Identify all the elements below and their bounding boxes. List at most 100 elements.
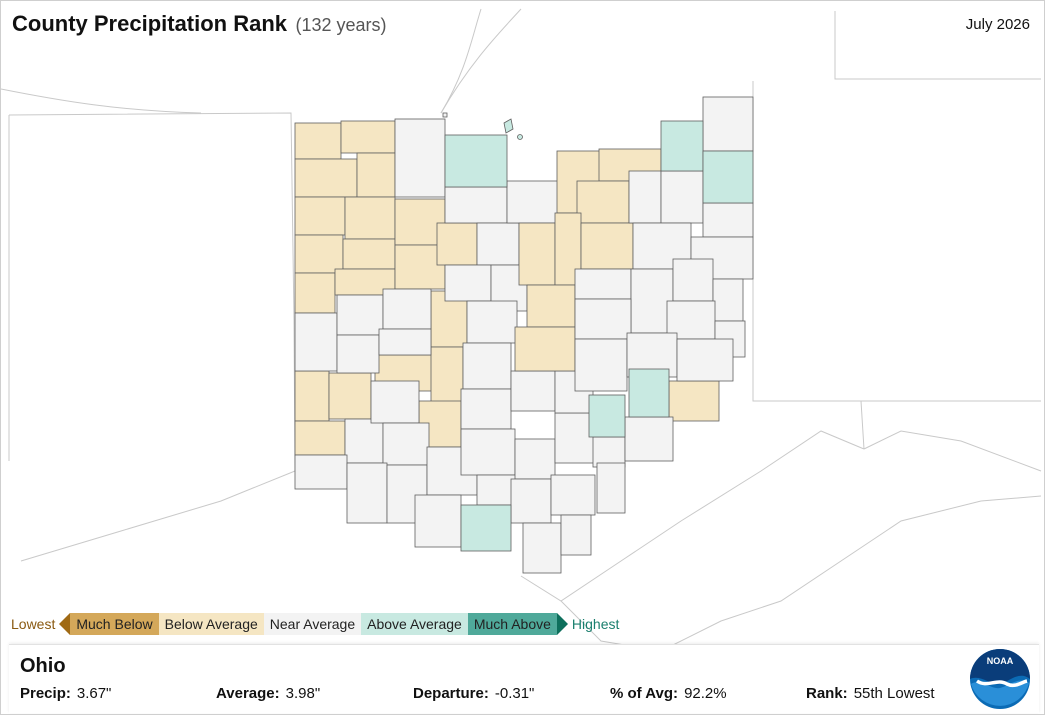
county-mercer bbox=[294, 272, 336, 314]
county-franklin bbox=[462, 342, 512, 390]
county-knox bbox=[526, 284, 576, 328]
rank-value: 55th Lowest bbox=[853, 685, 935, 702]
county-fairfield bbox=[510, 370, 556, 412]
county-portage bbox=[628, 170, 662, 224]
county-shelby bbox=[336, 294, 384, 336]
michigan-border-b bbox=[440, 8, 522, 114]
county-carroll bbox=[672, 258, 714, 302]
county-darke bbox=[294, 312, 338, 372]
lake-shore bbox=[440, 8, 482, 114]
map-date: July 2026 bbox=[965, 16, 1030, 33]
island-north-bass bbox=[503, 118, 514, 134]
precip-value: 3.67" bbox=[76, 685, 112, 702]
kentucky-border bbox=[20, 470, 296, 562]
county-van-wert bbox=[294, 234, 344, 274]
county-medina bbox=[576, 180, 630, 224]
virginia-border bbox=[560, 495, 1042, 652]
title-group: County Precipitation Rank (132 years) bbox=[12, 11, 387, 37]
county-meigs-e bbox=[596, 462, 626, 514]
rank-stat: Rank: 55th Lowest bbox=[806, 685, 935, 702]
county-belmont bbox=[676, 338, 734, 382]
info-panel: Ohio Precip: 3.67" Average: 3.98" Departur… bbox=[9, 644, 1039, 713]
legend-much-below: Much Below bbox=[70, 613, 159, 635]
new-york-border bbox=[834, 11, 1041, 80]
county-defiance bbox=[294, 158, 358, 198]
pct-avg-label: % of Avg: bbox=[610, 685, 679, 702]
pct-avg-value: 92.2% bbox=[684, 685, 727, 702]
pennsylvania-border bbox=[752, 81, 865, 450]
county-pike bbox=[476, 474, 518, 506]
departure-stat: Departure: -0.31" bbox=[413, 685, 534, 702]
county-vinton bbox=[514, 438, 556, 480]
county-muskingum bbox=[574, 338, 628, 392]
average-value: 3.98" bbox=[285, 685, 321, 702]
average-label: Average: bbox=[216, 685, 280, 702]
island-kelleys bbox=[517, 134, 523, 140]
county-madison bbox=[430, 346, 464, 404]
county-montgomery bbox=[328, 372, 372, 420]
county-clermont bbox=[346, 462, 388, 524]
county-gallia bbox=[560, 514, 592, 556]
county-seneca bbox=[444, 186, 508, 224]
county-layer bbox=[294, 96, 754, 574]
departure-label: Departure: bbox=[413, 685, 489, 702]
county-hamilton bbox=[294, 454, 348, 490]
county-miami bbox=[336, 334, 380, 374]
noaa-logo-icon: NOAA bbox=[970, 649, 1030, 709]
legend-right-arrow-icon bbox=[556, 613, 568, 635]
county-henry bbox=[356, 152, 396, 198]
county-pickaway bbox=[460, 388, 512, 430]
county-paulding bbox=[294, 196, 346, 236]
county-stark bbox=[580, 222, 634, 270]
legend-near-average: Near Average bbox=[263, 613, 362, 635]
legend-much-above: Much Above bbox=[467, 613, 557, 635]
county-jefferson bbox=[712, 278, 744, 322]
county-trumbull bbox=[660, 170, 704, 224]
county-coshocton bbox=[574, 298, 632, 340]
michigan-border-a bbox=[1, 88, 202, 114]
county-tuscarawas bbox=[630, 268, 674, 334]
county-clinton bbox=[382, 422, 430, 466]
county-ross bbox=[460, 428, 516, 476]
county-warren bbox=[344, 418, 384, 464]
map-title: County Precipitation Rank bbox=[12, 11, 288, 36]
lake-erie-islands bbox=[503, 118, 523, 140]
noaa-logo-text: NOAA bbox=[987, 656, 1014, 666]
county-marion bbox=[444, 264, 492, 302]
county-licking bbox=[514, 326, 576, 372]
state-name: Ohio bbox=[20, 655, 66, 677]
legend: Lowest Much Below Below Average Near Ave… bbox=[11, 613, 619, 635]
legend-lowest-label: Lowest bbox=[11, 616, 56, 632]
county-mahoning bbox=[702, 202, 754, 238]
legend-left-arrow-icon bbox=[59, 613, 71, 635]
rank-label: Rank: bbox=[806, 685, 848, 702]
county-preble bbox=[294, 370, 330, 422]
county-jackson bbox=[510, 478, 552, 524]
pct-avg-stat: % of Avg: 92.2% bbox=[610, 685, 727, 702]
county-fulton bbox=[340, 120, 396, 154]
county-crawford bbox=[476, 222, 520, 266]
legend-above-average: Above Average bbox=[361, 613, 468, 635]
departure-value: -0.31" bbox=[494, 685, 535, 702]
county-delaware bbox=[466, 300, 518, 344]
county-lawrence bbox=[522, 522, 562, 574]
county-wyandot bbox=[436, 222, 478, 266]
county-sandusky bbox=[444, 134, 508, 188]
legend-below-average: Below Average bbox=[158, 613, 264, 635]
indiana-border bbox=[8, 112, 296, 472]
county-washington bbox=[624, 416, 674, 462]
county-butler bbox=[294, 420, 346, 456]
county-holmes bbox=[574, 268, 632, 300]
county-allen bbox=[342, 238, 396, 270]
precip-stat: Precip: 3.67" bbox=[20, 685, 111, 702]
county-morgan bbox=[588, 394, 626, 438]
county-ashtabula-n bbox=[702, 96, 754, 152]
precip-label: Precip: bbox=[20, 685, 71, 702]
county-williams bbox=[294, 122, 342, 160]
county-scioto bbox=[460, 504, 512, 552]
county-lake bbox=[660, 120, 704, 172]
county-huron bbox=[506, 180, 560, 224]
county-washington-s bbox=[592, 436, 626, 468]
county-greene bbox=[370, 380, 420, 424]
